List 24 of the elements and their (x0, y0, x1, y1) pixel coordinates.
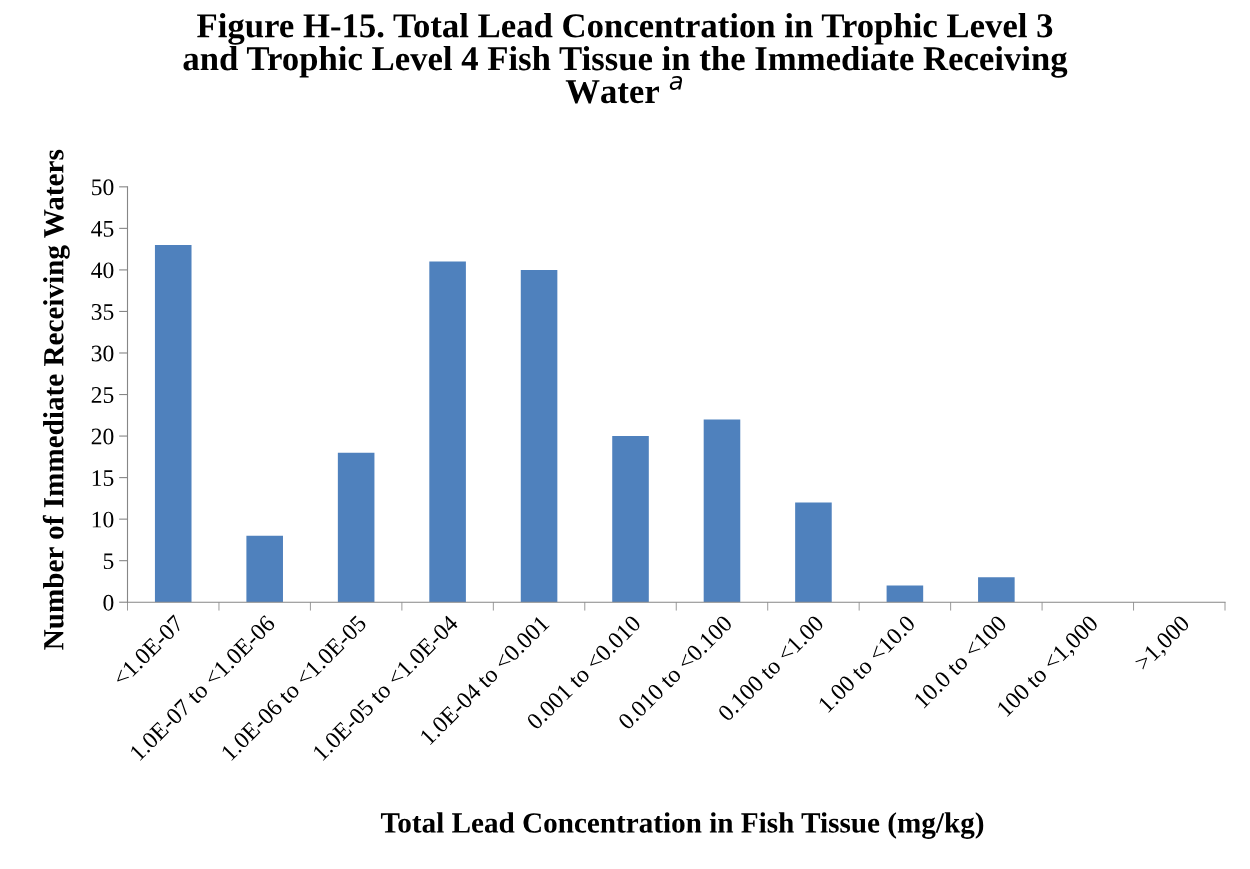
y-tick-label: 10 (92, 511, 114, 528)
y-tick-label: 40 (91, 262, 114, 279)
y-tick-label: 25 (91, 387, 114, 403)
bar (612, 436, 649, 603)
y-axis-title: Number of Immediate Receiving Waters (42, 149, 70, 650)
y-tick-label: 5 (103, 553, 114, 570)
y-tick-label: 15 (92, 470, 114, 487)
bar (703, 419, 741, 603)
bar (978, 577, 1015, 603)
bar (795, 502, 832, 603)
bar (520, 269, 558, 603)
bar (246, 535, 283, 603)
y-tick-label: 45 (91, 221, 114, 237)
y-tick-label: 0 (103, 594, 114, 611)
y-tick-label: 50 (92, 179, 114, 196)
y-tick-label: 30 (91, 345, 114, 362)
y-tick-label: 20 (91, 428, 114, 445)
y-tick-label: 35 (91, 304, 114, 320)
bar (886, 585, 924, 603)
x-axis-title: Total Lead Concentration in Fish Tissue (mg/kg) (380, 812, 984, 839)
bar (154, 244, 192, 603)
chart-title: Figure H-15. Total Lead Concentration in Trophic Level 3 and Trophic Level 4 Fish Tissue in the Immediate Receiving Water $^{a}$ (183, 13, 1068, 104)
bar (429, 261, 466, 603)
bar (337, 452, 375, 603)
